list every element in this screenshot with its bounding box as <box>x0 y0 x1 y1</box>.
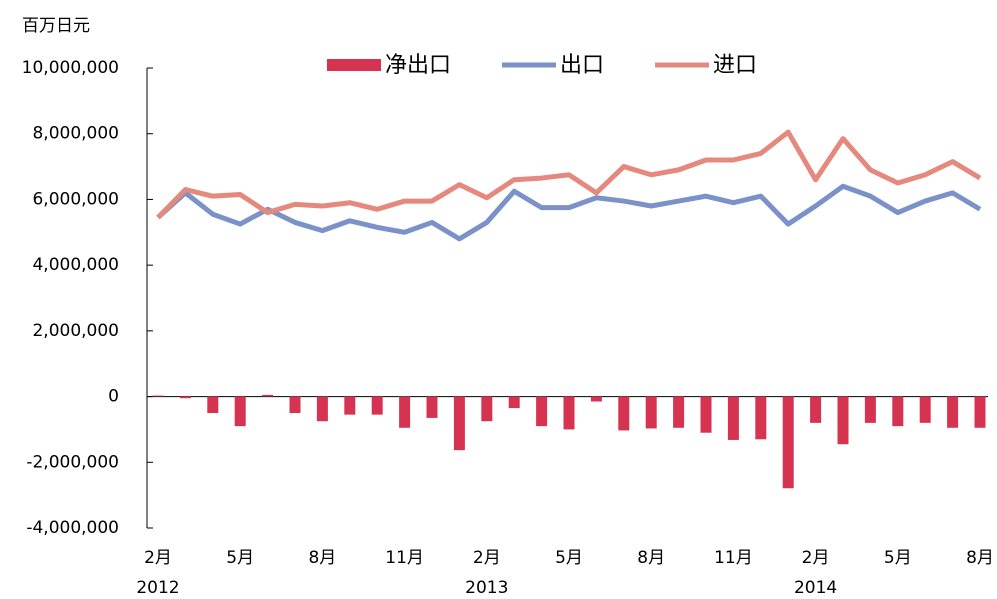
x-tick-label: 5月 <box>555 548 583 568</box>
bar <box>344 396 356 415</box>
bar <box>371 396 383 415</box>
y-axis-label: 百万日元 <box>22 16 90 36</box>
x-tick-label: 8月 <box>637 548 665 568</box>
legend-label: 净出口 <box>385 53 451 78</box>
legend-swatch <box>327 59 381 71</box>
y-tick-label: -4,000,000 <box>26 518 119 538</box>
legend-label: 出口 <box>560 53 604 78</box>
y-tick-label: -2,000,000 <box>26 452 119 472</box>
x-tick-label: 11月 <box>714 548 753 568</box>
bar <box>234 396 246 427</box>
bar <box>508 396 520 409</box>
bar <box>919 396 931 423</box>
bar <box>755 396 767 440</box>
line <box>156 129 982 220</box>
bar <box>481 396 493 422</box>
bar <box>810 396 822 423</box>
bar <box>289 396 301 413</box>
y-tick-label: 6,000,000 <box>32 189 119 209</box>
bar <box>536 396 548 427</box>
bar <box>426 396 438 418</box>
bar <box>207 396 219 413</box>
legend-label: 进口 <box>713 53 757 78</box>
bar <box>782 396 794 489</box>
x-group-label: 2012 <box>136 578 179 598</box>
bar <box>262 394 274 397</box>
x-tick-label: 8月 <box>308 548 336 568</box>
line <box>156 183 982 242</box>
x-tick-label: 5月 <box>884 548 912 568</box>
bar <box>864 396 876 423</box>
bar <box>590 396 602 402</box>
y-tick-label: 8,000,000 <box>32 124 119 144</box>
bar <box>453 396 465 451</box>
y-tick-label: 10,000,000 <box>22 58 119 78</box>
bar <box>947 396 959 428</box>
bar <box>974 396 986 428</box>
x-tick-label: 11月 <box>385 548 424 568</box>
bar <box>673 396 685 428</box>
x-tick-label: 2月 <box>802 548 830 568</box>
x-tick-label: 2月 <box>144 548 172 568</box>
bar <box>399 396 411 428</box>
bar <box>618 396 630 431</box>
y-tick-label: 4,000,000 <box>32 255 119 275</box>
x-group-label: 2014 <box>794 578 837 598</box>
x-tick-label: 2月 <box>473 548 501 568</box>
bar <box>727 396 739 440</box>
bar <box>837 396 849 445</box>
bar <box>563 396 575 430</box>
bar <box>892 396 904 427</box>
y-tick-label: 2,000,000 <box>32 321 119 341</box>
bar <box>700 396 712 433</box>
bar <box>179 396 191 399</box>
x-tick-label: 8月 <box>966 548 994 568</box>
bar <box>645 396 657 429</box>
x-group-label: 2013 <box>465 578 508 598</box>
y-tick-label: 0 <box>108 387 119 407</box>
bar <box>316 396 328 422</box>
bar <box>152 395 164 397</box>
x-tick-label: 5月 <box>226 548 254 568</box>
